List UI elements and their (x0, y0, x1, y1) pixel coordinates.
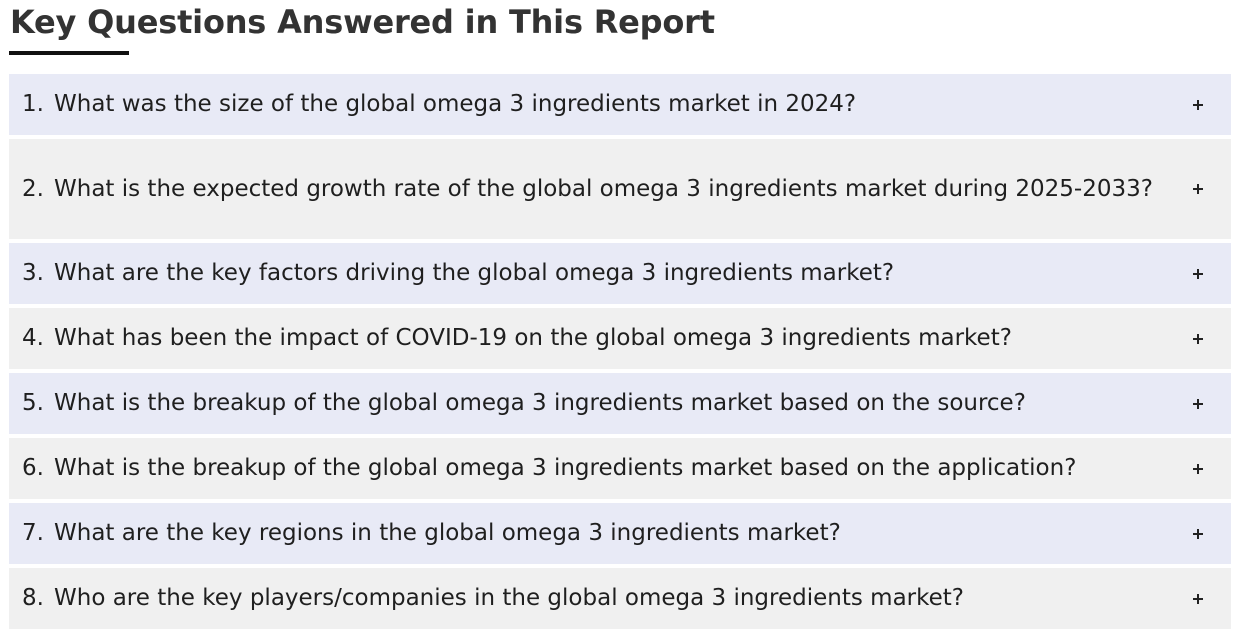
faq-number: 3. (22, 260, 44, 286)
faq-number: 4. (22, 325, 44, 351)
faq-item-3[interactable]: 3. What are the key factors driving the … (9, 243, 1231, 304)
faq-number: 7. (22, 520, 44, 546)
faq-item-8[interactable]: 8. Who are the key players/companies in … (9, 568, 1231, 629)
faq-item-1[interactable]: 1. What was the size of the global omega… (9, 74, 1231, 135)
faq-question: What are the key factors driving the glo… (54, 260, 895, 286)
faq-item-5[interactable]: 5. What is the breakup of the global ome… (9, 373, 1231, 434)
page-title: Key Questions Answered in This Report (10, 3, 715, 41)
faq-item-4[interactable]: 4. What has been the impact of COVID-19 … (9, 308, 1231, 369)
faq-number: 8. (22, 585, 44, 611)
faq-question: What is the breakup of the global omega … (54, 455, 1077, 481)
faq-number: 2. (22, 175, 44, 202)
faq-question: What are the key regions in the global o… (54, 520, 841, 546)
faq-item-7[interactable]: 7. What are the key regions in the globa… (9, 503, 1231, 564)
plus-icon[interactable] (1191, 527, 1205, 541)
faq-question: What is the expected growth rate of the … (54, 175, 1153, 202)
title-underline (9, 51, 129, 55)
plus-icon[interactable] (1191, 462, 1205, 476)
faq-number: 1. (22, 91, 44, 117)
faq-number: 6. (22, 455, 44, 481)
plus-icon[interactable] (1191, 267, 1205, 281)
faq-question: What has been the impact of COVID-19 on … (54, 325, 1012, 351)
faq-question: What was the size of the global omega 3 … (54, 91, 857, 117)
plus-icon[interactable] (1191, 332, 1205, 346)
faq-question: What is the breakup of the global omega … (54, 390, 1026, 416)
faq-item-6[interactable]: 6. What is the breakup of the global ome… (9, 438, 1231, 499)
faq-item-2[interactable]: 2. What is the expected growth rate of t… (9, 139, 1231, 239)
plus-icon[interactable] (1191, 592, 1205, 606)
plus-icon[interactable] (1191, 397, 1205, 411)
plus-icon[interactable] (1191, 182, 1205, 196)
faq-list: 1. What was the size of the global omega… (9, 74, 1231, 633)
plus-icon[interactable] (1191, 98, 1205, 112)
faq-question: Who are the key players/companies in the… (54, 585, 964, 611)
faq-number: 5. (22, 390, 44, 416)
